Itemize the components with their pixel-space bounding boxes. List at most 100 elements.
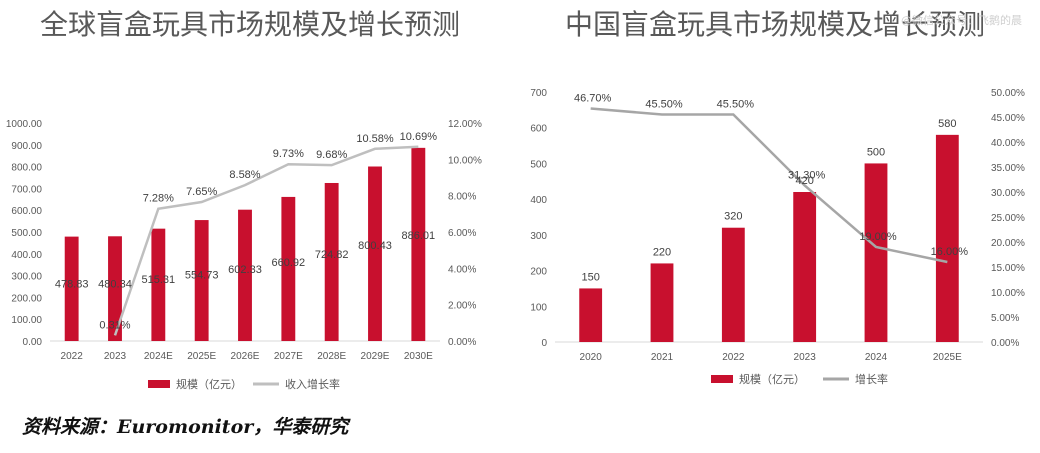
- x-tick-label: 2022: [61, 351, 84, 362]
- y-right-tick-label: 0.00%: [991, 338, 1019, 349]
- bar-value-label: 724.82: [315, 249, 349, 261]
- y-right-tick-label: 5.00%: [991, 313, 1019, 324]
- bar-value-label: 150: [581, 271, 599, 283]
- y-right-tick-label: 0.00%: [448, 337, 476, 348]
- y-left-tick-label: 100: [530, 302, 547, 313]
- legend-line-label: 收入增长率: [285, 377, 340, 391]
- y-right-tick-label: 10.00%: [448, 155, 482, 166]
- x-tick-label: 2020: [580, 352, 603, 363]
- line-value-label: 8.58%: [229, 169, 260, 181]
- bar-value-label: 800.43: [358, 240, 392, 252]
- y-right-tick-label: 6.00%: [448, 228, 476, 239]
- y-right-tick-label: 15.00%: [991, 263, 1025, 274]
- bar-value-label: 554.73: [185, 269, 219, 281]
- bar: [721, 227, 745, 342]
- y-left-tick-label: 300: [530, 231, 547, 242]
- legend-bar-swatch: [148, 380, 170, 388]
- y-left-tick-label: 0.00: [23, 337, 43, 348]
- bar: [238, 209, 252, 341]
- line-value-label: 16.00%: [931, 246, 969, 258]
- y-right-tick-label: 4.00%: [448, 264, 476, 275]
- x-tick-label: 2024E: [144, 351, 173, 362]
- y-left-tick-label: 700.00: [11, 184, 42, 195]
- y-left-tick-label: 0: [541, 338, 547, 349]
- line-value-label: 10.58%: [356, 133, 394, 145]
- global-market-chart: 0.00 100.00 200.00 300.00 400.00 500.00 600.00…: [6, 119, 482, 391]
- bar: [64, 236, 79, 341]
- y-right-tick-label: 8.00%: [448, 192, 476, 203]
- bar-value-label: 320: [724, 211, 742, 223]
- bar: [108, 236, 122, 341]
- line-value-label: 45.50%: [717, 99, 755, 111]
- y-left-tick-label: 300.00: [11, 272, 42, 283]
- growth-line: [113, 145, 419, 336]
- x-tick-label: 2021: [651, 352, 674, 363]
- y-left-tick-label: 200: [530, 267, 547, 278]
- y-right-tick-label: 50.00%: [991, 88, 1025, 99]
- legend-bar-label: 规模（亿元）: [176, 377, 242, 391]
- line-value-label: 46.70%: [574, 93, 612, 105]
- y-left-tick-label: 400: [530, 195, 547, 206]
- line-value-label: 0.31%: [99, 319, 130, 331]
- x-tick-label: 2025E: [933, 352, 962, 363]
- legend-bar-swatch: [711, 375, 733, 383]
- line-value-label: 19.00%: [859, 231, 897, 243]
- china-market-chart: 0 100 200 300 400 500 600 700 0.00% 5.00% 10.00% 15…: [530, 88, 1025, 386]
- china-chart-title: 中国盲盒玩具市场规模及增长预测: [564, 8, 985, 41]
- x-tick-label: 2030E: [404, 351, 433, 362]
- y-left-tick-label: 900.00: [11, 141, 42, 152]
- line-value-label: 45.50%: [645, 99, 683, 111]
- bar: [864, 163, 888, 342]
- bar-value-label: 480.34: [98, 278, 132, 290]
- y-left-tick-label: 500.00: [11, 228, 42, 239]
- bar-value-label: 500: [867, 146, 885, 158]
- line-value-label: 9.73%: [273, 148, 304, 160]
- x-tick-label: 2022: [722, 352, 745, 363]
- y-left-tick-label: 100.00: [11, 315, 42, 326]
- y-right-tick-label: 12.00%: [448, 119, 482, 130]
- x-tick-label: 2023: [794, 352, 817, 363]
- x-tick-label: 2029E: [361, 351, 390, 362]
- global-chart-title: 全球盲盒玩具市场规模及增长预测: [39, 8, 460, 41]
- y-left-tick-label: 700: [530, 88, 547, 99]
- y-right-tick-label: 25.00%: [991, 213, 1025, 224]
- bar: [579, 288, 603, 342]
- line-value-label: 9.68%: [316, 149, 347, 161]
- source-note: 资料来源：Euromonitor，华泰研究: [22, 416, 349, 438]
- x-tick-label: 2026E: [231, 351, 260, 362]
- y-right-tick-label: 20.00%: [991, 238, 1025, 249]
- bar: [151, 228, 166, 341]
- y-left-tick-label: 500: [530, 159, 547, 170]
- bar-value-label: 515.31: [142, 274, 176, 286]
- watermark: @微信公众号：飞鹅的晨: [901, 14, 1022, 27]
- legend-line-label: 增长率: [855, 372, 888, 386]
- x-tick-label: 2027E: [274, 351, 303, 362]
- legend-bar-label: 规模（亿元）: [739, 372, 805, 386]
- bar-value-label: 660.92: [272, 257, 306, 269]
- growth-line: [590, 107, 948, 264]
- bar: [793, 192, 817, 342]
- bar-value-label: 420: [795, 175, 813, 187]
- y-left-tick-label: 600: [530, 124, 547, 135]
- y-right-tick-label: 45.00%: [991, 113, 1025, 124]
- line-value-label: 7.28%: [143, 193, 174, 205]
- x-tick-label: 2023: [104, 351, 127, 362]
- y-right-tick-label: 2.00%: [448, 301, 476, 312]
- bar-value-label: 220: [653, 246, 671, 258]
- y-right-tick-label: 40.00%: [991, 138, 1025, 149]
- line-value-label: 10.69%: [400, 131, 438, 143]
- x-tick-label: 2024: [865, 352, 888, 363]
- y-left-tick-label: 400.00: [11, 250, 42, 261]
- y-right-tick-label: 35.00%: [991, 163, 1025, 174]
- y-left-tick-label: 200.00: [11, 293, 42, 304]
- y-right-tick-label: 30.00%: [991, 188, 1025, 199]
- y-left-tick-label: 600.00: [11, 206, 42, 217]
- x-tick-label: 2025E: [187, 351, 216, 362]
- bar: [411, 147, 426, 341]
- y-right-tick-label: 10.00%: [991, 288, 1025, 299]
- y-left-tick-label: 800.00: [11, 163, 42, 174]
- y-left-tick-label: 1000.00: [6, 119, 43, 130]
- bar: [368, 166, 382, 341]
- bar: [650, 263, 674, 342]
- line-value-label: 7.65%: [186, 186, 217, 198]
